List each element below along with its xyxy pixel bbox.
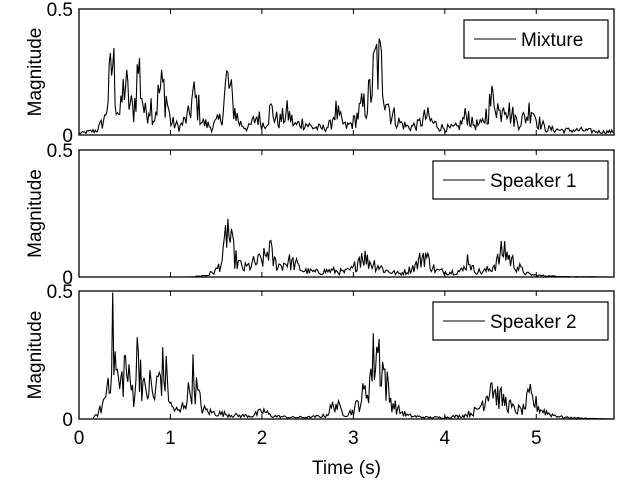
y-axis-label: Magnitude: [25, 169, 46, 258]
series-line-speaker-2: [79, 292, 614, 420]
x-tick-label: 3: [348, 428, 359, 449]
x-tick-label: 1: [165, 428, 176, 449]
x-tick-label: 2: [257, 428, 268, 449]
x-tick-label: 4: [440, 428, 451, 449]
legend-label: Speaker 2: [490, 312, 577, 333]
y-axis-label: Magnitude: [25, 28, 46, 117]
y-axis-label: Magnitude: [25, 311, 46, 400]
series-line-mixture: [78, 38, 615, 135]
x-tick-label: 0: [74, 428, 85, 449]
x-axis-label: Time (s): [312, 458, 381, 479]
legend-label: Speaker 1: [490, 171, 577, 192]
y-tick-label: 0: [62, 126, 73, 147]
y-tick-label: 0: [62, 410, 73, 431]
legend-label: Mixture: [521, 30, 583, 51]
legend-box: [463, 19, 609, 59]
y-tick-label: 0: [62, 268, 73, 289]
y-tick-label: 0.5: [47, 282, 73, 303]
series-line-speaker-1: [79, 218, 614, 278]
y-tick-label: 0.5: [47, 0, 73, 21]
panel-3: 0 0.5 0 1 2 3 4 5 Time (s) Magnitude Speaker 2: [25, 282, 615, 479]
x-tick-label: 5: [531, 428, 542, 449]
y-tick-label: 0.5: [47, 141, 73, 162]
